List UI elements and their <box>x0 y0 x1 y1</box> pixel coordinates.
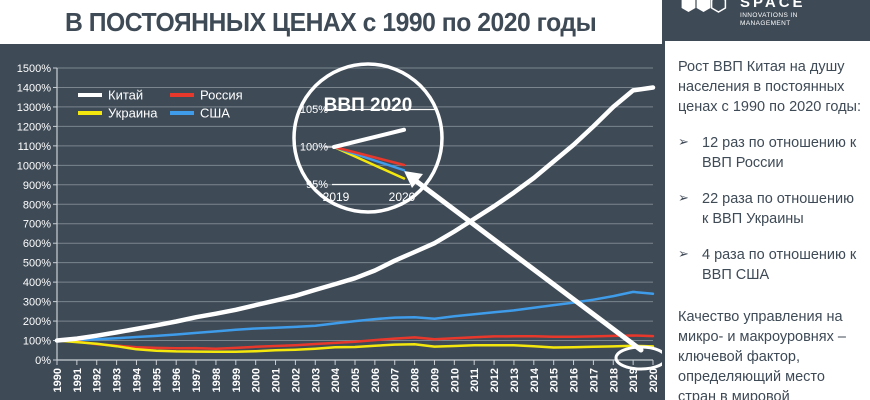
inset-china-line <box>332 127 406 149</box>
svg-text:2001: 2001 <box>271 368 283 392</box>
svg-text:1995: 1995 <box>151 368 163 392</box>
svg-text:2004: 2004 <box>330 367 342 392</box>
svg-text:1996: 1996 <box>171 368 183 392</box>
inset-ukraine-line <box>332 145 406 180</box>
svg-text:1100%: 1100% <box>18 141 52 153</box>
svg-text:2006: 2006 <box>370 368 382 392</box>
legend-label-china: Китай <box>108 88 143 103</box>
svg-text:100%: 100% <box>23 336 51 348</box>
svg-text:2010: 2010 <box>449 368 461 392</box>
bullet-text: 22 раза по отношению к ВВП Украины <box>702 191 854 227</box>
svg-text:105%: 105% <box>300 104 328 116</box>
svg-text:2009: 2009 <box>429 368 441 392</box>
svg-text:2020: 2020 <box>648 368 660 392</box>
logo-box: SPACE INNOVATIONS IN MANAGEMENT <box>662 0 870 41</box>
inset-russia-line <box>332 145 406 167</box>
svg-text:2019: 2019 <box>628 368 640 392</box>
chart-panel: 0% 100% 200% 300% 400% 500% 600% 700% 800% 900% 10… <box>0 44 662 400</box>
russia-line <box>55 334 655 350</box>
annotation-arrow-icon <box>404 171 644 353</box>
svg-text:1990: 1990 <box>52 368 64 392</box>
bullet-usa: ➢ 4 раза по отношению к ВВП США <box>678 245 862 285</box>
svg-text:1200%: 1200% <box>17 121 51 133</box>
hexagon-logo-icon <box>681 0 727 13</box>
svg-text:0%: 0% <box>35 355 51 367</box>
bullet-arrow-icon: ➢ <box>678 135 689 150</box>
logo-tagline: INNOVATIONS IN MANAGEMENT <box>740 12 798 27</box>
svg-text:1997: 1997 <box>191 368 203 392</box>
inset-y-labels: 105% 100% 95% <box>300 104 328 191</box>
svg-text:300%: 300% <box>23 297 51 309</box>
svg-text:2005: 2005 <box>350 368 362 392</box>
svg-text:2020: 2020 <box>389 190 416 204</box>
svg-text:2011: 2011 <box>469 368 481 392</box>
svg-text:1400%: 1400% <box>17 82 51 94</box>
china-line <box>54 85 656 343</box>
svg-text:2016: 2016 <box>569 368 581 392</box>
svg-text:1992: 1992 <box>92 368 104 392</box>
inset-series-lines <box>332 127 406 180</box>
inset-title: ВВП 2020 <box>324 95 413 116</box>
svg-text:100%: 100% <box>300 142 328 154</box>
svg-text:600%: 600% <box>23 238 51 250</box>
sidebar: Рост ВВП Китая на душу населения в посто… <box>662 41 870 400</box>
svg-text:2003: 2003 <box>310 368 322 392</box>
bullet-text: 4 раза по отношению к ВВП США <box>702 247 857 283</box>
bullet-arrow-icon: ➢ <box>678 191 689 206</box>
svg-text:1300%: 1300% <box>17 102 51 114</box>
svg-text:1999: 1999 <box>231 368 243 392</box>
svg-text:1500%: 1500% <box>17 63 51 75</box>
svg-text:2019: 2019 <box>323 190 350 204</box>
svg-text:1998: 1998 <box>211 368 223 392</box>
svg-text:1000%: 1000% <box>17 160 51 172</box>
svg-text:2012: 2012 <box>489 368 501 392</box>
svg-text:1994: 1994 <box>131 367 143 392</box>
gdp-line-chart: 0% 100% 200% 300% 400% 500% 600% 700% 800% 900% 10… <box>17 62 662 392</box>
svg-text:2000: 2000 <box>251 368 263 392</box>
gridlines <box>57 67 653 342</box>
svg-text:2017: 2017 <box>588 368 600 392</box>
inset-x-labels: 2019 2020 <box>323 190 416 204</box>
bullet-russia: ➢ 12 раз по отношению к ВВП России <box>678 133 862 173</box>
svg-text:1991: 1991 <box>72 368 84 392</box>
svg-text:2015: 2015 <box>549 368 561 392</box>
svg-text:500%: 500% <box>23 258 51 270</box>
legend-label-ukraine: Украина <box>108 106 158 121</box>
svg-text:95%: 95% <box>306 179 328 191</box>
x-axis-labels: 1990 1991 1992 1993 1994 1995 1996 1997 1998 1999… <box>52 360 660 392</box>
svg-text:2007: 2007 <box>390 368 402 392</box>
svg-text:2013: 2013 <box>509 368 521 392</box>
title-bar: В ПОСТОЯННЫХ ЦЕНАХ с 1990 по 2020 годы <box>0 0 662 44</box>
svg-text:200%: 200% <box>23 316 51 328</box>
legend-label-russia: Россия <box>200 88 243 103</box>
series-lines <box>54 85 656 354</box>
y-axis-labels: 0% 100% 200% 300% 400% 500% 600% 700% 800% 900% 10… <box>17 63 57 367</box>
svg-text:2002: 2002 <box>290 368 302 392</box>
svg-text:1993: 1993 <box>112 368 124 392</box>
svg-text:2014: 2014 <box>529 367 541 392</box>
svg-text:2018: 2018 <box>608 368 620 392</box>
logo-name: SPACE <box>740 0 806 11</box>
svg-text:700%: 700% <box>23 219 51 231</box>
svg-text:900%: 900% <box>23 180 51 192</box>
highlight-ellipse-2019-2020 <box>614 345 662 371</box>
usa-line <box>55 290 655 342</box>
legend: Китай Россия Украина США <box>78 88 243 121</box>
sidebar-intro: Рост ВВП Китая на душу населения в посто… <box>678 59 861 115</box>
svg-text:400%: 400% <box>23 277 51 289</box>
svg-text:800%: 800% <box>23 199 51 211</box>
bullet-text: 12 раз по отношению к ВВП России <box>702 135 857 171</box>
sidebar-outro: Качество управления на микро- и макроуро… <box>678 309 846 400</box>
svg-text:2008: 2008 <box>410 368 422 392</box>
bullet-ukraine: ➢ 22 раза по отношению к ВВП Украины <box>678 189 862 229</box>
legend-label-usa: США <box>200 106 230 121</box>
page-title: В ПОСТОЯННЫХ ЦЕНАХ с 1990 по 2020 годы <box>65 6 597 37</box>
inset-circle <box>292 62 444 214</box>
ukraine-line <box>55 339 655 354</box>
bullet-arrow-icon: ➢ <box>678 247 689 262</box>
